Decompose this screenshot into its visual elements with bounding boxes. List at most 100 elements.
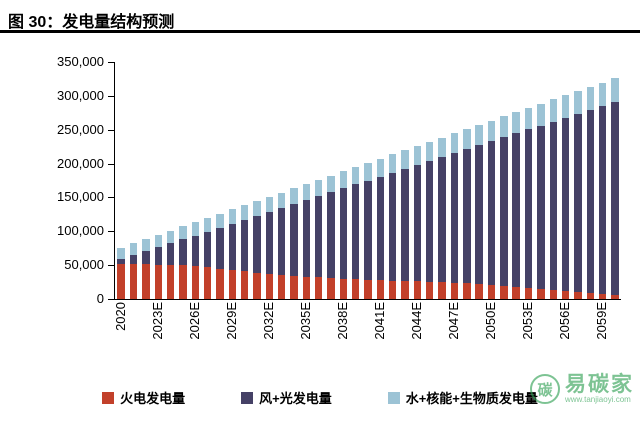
segment-hydro-nuclear-bio [549, 99, 557, 122]
segment-hydro-nuclear-bio [413, 146, 422, 165]
bar-2058E [584, 62, 596, 299]
y-tick-label: 100,000 [57, 223, 104, 239]
x-tick-label: 2029E [223, 302, 239, 340]
bar-2045E [424, 62, 436, 299]
segment-wind-solar [463, 149, 471, 284]
y-tick-label: 300,000 [57, 87, 104, 103]
segment-wind-solar [524, 129, 533, 288]
x-tick-label: 2059E [593, 302, 609, 340]
segment-thermal [611, 294, 619, 299]
segment-wind-solar [129, 255, 138, 265]
segment-thermal [253, 272, 261, 299]
bar-2031E [251, 62, 263, 299]
plot-area [114, 62, 621, 300]
bar-2035E [300, 62, 312, 299]
y-tick-mark [108, 197, 114, 199]
bar-2059E [596, 62, 608, 299]
segment-wind-solar [154, 247, 162, 265]
x-tick-label: 2023E [149, 302, 165, 340]
segment-hydro-nuclear-bio [352, 167, 360, 185]
bar-2028E [214, 62, 226, 299]
segment-thermal [339, 278, 348, 299]
segment-hydro-nuclear-bio [203, 217, 212, 232]
segment-thermal [586, 292, 594, 299]
y-tick-label: 200,000 [57, 155, 104, 171]
segment-hydro-nuclear-bio [166, 230, 175, 244]
segment-wind-solar [376, 176, 385, 281]
segment-hydro-nuclear-bio [512, 112, 520, 134]
segment-hydro-nuclear-bio [179, 226, 187, 240]
legend-label: 风+光发电量 [259, 391, 332, 406]
segment-wind-solar [290, 204, 298, 276]
bar-2021E [127, 62, 139, 299]
segment-wind-solar [389, 172, 397, 281]
segment-wind-solar [203, 231, 212, 268]
bar-2032E [263, 62, 275, 299]
segment-hydro-nuclear-bio [438, 137, 446, 157]
y-tick-label: 0 [96, 291, 104, 306]
bar-2030E [238, 62, 250, 299]
x-tick-label: 2020 [112, 302, 128, 331]
x-tick-label: 2050E [482, 302, 498, 340]
bar-2043E [399, 62, 411, 299]
bar-2040E [362, 62, 374, 299]
segment-thermal [314, 277, 323, 299]
y-tick-label: 250,000 [57, 121, 104, 137]
segment-hydro-nuclear-bio [561, 95, 570, 118]
segment-thermal [203, 267, 212, 299]
segment-wind-solar [364, 180, 372, 281]
segment-thermal [327, 278, 335, 299]
bar-2044E [411, 62, 423, 299]
segment-wind-solar [611, 101, 619, 295]
legend-label: 水+核能+生物质发电量 [405, 391, 538, 406]
segment-hydro-nuclear-bio [290, 188, 298, 205]
segment-hydro-nuclear-bio [142, 239, 150, 252]
segment-thermal [475, 284, 483, 299]
bar-2022E [140, 62, 152, 299]
x-tick-label: 2056E [556, 302, 572, 340]
segment-wind-solar [598, 105, 607, 294]
legend-item-hydro-nuclear-bio: 水+核能+生物质发电量 [387, 388, 538, 407]
segment-hydro-nuclear-bio [537, 103, 545, 126]
y-tick-label: 350,000 [57, 54, 104, 69]
segment-thermal [561, 290, 570, 299]
segment-hydro-nuclear-bio [450, 133, 459, 154]
segment-wind-solar [216, 227, 224, 269]
segment-wind-solar [191, 235, 199, 266]
segment-wind-solar [487, 141, 496, 285]
segment-thermal [450, 282, 459, 299]
bar-2026E [189, 62, 201, 299]
segment-hydro-nuclear-bio [611, 78, 619, 102]
legend-swatch-hydro-nuclear-bio [387, 391, 400, 404]
bar-2048E [461, 62, 473, 299]
segment-wind-solar [586, 109, 594, 293]
segment-wind-solar [512, 133, 520, 287]
bar-2041E [374, 62, 386, 299]
bar-2051E [498, 62, 510, 299]
segment-wind-solar [314, 196, 323, 278]
segment-thermal [537, 288, 545, 299]
x-tick-label: 2032E [260, 302, 276, 340]
segment-wind-solar [475, 145, 483, 285]
segment-thermal [574, 291, 582, 299]
segment-thermal [290, 275, 298, 299]
segment-wind-solar [302, 200, 311, 277]
segment-thermal [401, 281, 409, 299]
segment-wind-solar [450, 153, 459, 283]
segment-thermal [277, 274, 286, 299]
stacked-bar-chart: 0 50,000 100,000 150,000 200,000 250,000 300,0… [0, 38, 640, 431]
bar-2047E [448, 62, 460, 299]
segment-hydro-nuclear-bio [500, 116, 508, 138]
segment-wind-solar [228, 223, 236, 270]
bar-2033E [275, 62, 287, 299]
x-tick-label: 2026E [186, 302, 202, 340]
segment-hydro-nuclear-bio [277, 192, 286, 208]
bar-2025E [177, 62, 189, 299]
segment-thermal [426, 281, 434, 299]
segment-thermal [463, 283, 471, 299]
segment-thermal [487, 284, 496, 299]
segment-wind-solar [253, 215, 261, 273]
y-tick-label: 150,000 [57, 189, 104, 205]
x-tick-label: 2053E [519, 302, 535, 340]
x-tick-label: 2047E [445, 302, 461, 340]
